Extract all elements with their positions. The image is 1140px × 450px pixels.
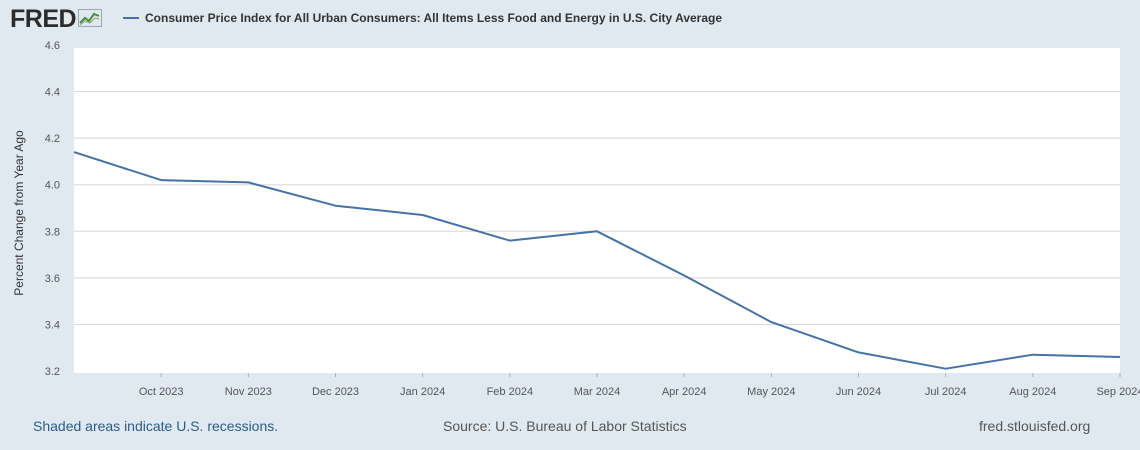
- series-line[interactable]: [73, 151, 1121, 370]
- data-point[interactable]: [855, 348, 863, 356]
- chart-trend-icon: [78, 9, 103, 27]
- data-point[interactable]: [70, 148, 78, 156]
- y-tick-label: 4.0: [45, 180, 60, 192]
- y-tick-label: 3.2: [45, 366, 60, 378]
- data-point[interactable]: [244, 178, 252, 186]
- x-tick-label: Jul 2024: [925, 386, 967, 398]
- data-point[interactable]: [419, 211, 427, 219]
- x-tick-label: Jan 2024: [400, 386, 445, 398]
- x-tick-label: Mar 2024: [574, 386, 620, 398]
- data-point[interactable]: [942, 365, 950, 373]
- x-axis-ticks: Oct 2023 Nov 2023 Dec 2023 Jan 2024 Feb 2024…: [139, 373, 1140, 398]
- plot-area: [74, 48, 1120, 373]
- fred-logo[interactable]: FRED: [10, 5, 103, 33]
- data-point[interactable]: [157, 176, 165, 184]
- legend-line-swatch: [123, 17, 139, 19]
- x-tick-label: Apr 2024: [662, 386, 707, 398]
- y-tick-label: 4.4: [45, 87, 60, 99]
- y-tick-label: 3.6: [45, 273, 60, 285]
- legend-series-label: Consumer Price Index for All Urban Consu…: [145, 11, 723, 25]
- source-note: Source: U.S. Bureau of Labor Statistics: [443, 418, 687, 434]
- data-point[interactable]: [1116, 353, 1124, 361]
- x-tick-label: Aug 2024: [1009, 386, 1056, 398]
- x-tick-label: Feb 2024: [487, 386, 533, 398]
- y-axis-ticks: 3.2 3.4 3.6 3.8 4.0 4.2 4.4 4.6: [45, 40, 60, 378]
- fred-logo-text: FRED: [10, 5, 77, 33]
- data-point[interactable]: [1029, 351, 1037, 359]
- y-tick-label: 4.2: [45, 133, 60, 145]
- line-chart[interactable]: 3.2 3.4 3.6 3.8 4.0 4.2 4.4 4.6 Oct 2023 Nov 202…: [0, 0, 1140, 410]
- y-tick-label: 3.4: [45, 319, 60, 331]
- x-tick-label: Oct 2023: [139, 386, 184, 398]
- x-tick-label: Jun 2024: [836, 386, 881, 398]
- chart-header: FRED Consumer Price Index for All Urban …: [0, 0, 1140, 40]
- x-tick-label: May 2024: [747, 386, 795, 398]
- series-group: [70, 148, 1124, 373]
- data-point[interactable]: [767, 318, 775, 326]
- y-tick-label: 4.6: [45, 40, 60, 52]
- site-link[interactable]: fred.stlouisfed.org: [979, 418, 1091, 434]
- data-point[interactable]: [506, 237, 514, 245]
- x-tick-label: Sep 2024: [1096, 386, 1140, 398]
- recession-note[interactable]: Shaded areas indicate U.S. recessions.: [33, 418, 279, 434]
- data-point[interactable]: [680, 272, 688, 280]
- chart-legend[interactable]: Consumer Price Index for All Urban Consu…: [123, 11, 722, 25]
- data-point[interactable]: [332, 202, 340, 210]
- x-tick-label: Dec 2023: [312, 386, 359, 398]
- data-point[interactable]: [593, 227, 601, 235]
- x-tick-label: Nov 2023: [225, 386, 272, 398]
- y-tick-label: 3.8: [45, 226, 60, 238]
